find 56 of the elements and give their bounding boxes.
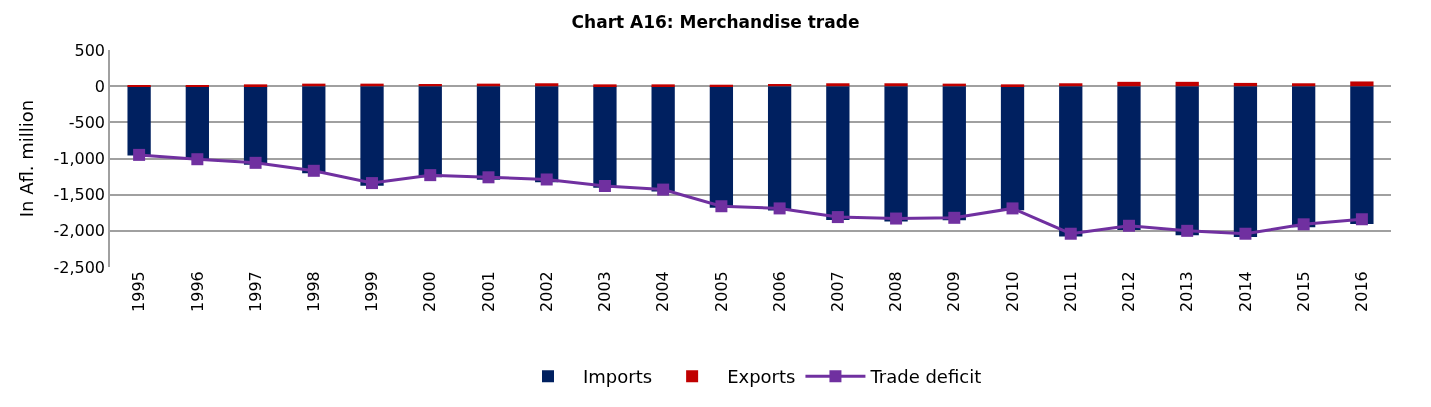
point [598,179,611,192]
x-tick-label: 2007 [828,271,848,312]
x-tick-label: 2011 [1060,271,1080,312]
point [948,211,961,224]
x-tick-label: 2009 [944,271,964,312]
point [1297,218,1310,231]
point [1239,227,1252,240]
x-tick-label: 2012 [1119,271,1139,312]
x-tick-label: 2005 [711,271,731,312]
point [831,211,844,224]
legend-label: Trade deficit [869,366,982,388]
x-tick-label: 1996 [187,271,207,312]
point [482,171,495,184]
x-tick-label: 1998 [304,271,323,312]
x-tick-label: 2006 [769,271,789,312]
point [715,200,728,213]
y-tick-label: -2,000 [53,221,106,241]
y-axis-title: In Afl. million [16,99,38,218]
x-tick-label: 2001 [478,271,498,312]
x-tick-label: 2016 [1352,271,1372,312]
legend-label: Imports [583,366,653,388]
point [1064,227,1077,240]
chart-title: Chart A16: Merchandise trade [571,12,860,33]
point [191,153,204,166]
point [249,156,262,169]
y-tick-label: 500 [74,40,106,60]
x-tick-label: 2015 [1293,271,1313,312]
point [133,148,146,161]
y-tick-label: -1,000 [53,149,106,169]
x-tick-label: 1999 [362,271,382,312]
point [1122,219,1135,232]
x-tick-label: 2003 [595,271,615,312]
point [773,202,786,215]
y-tick-label: -1,500 [53,185,106,205]
point [307,164,320,177]
x-tick-label: 2004 [653,271,673,312]
point [540,173,553,186]
x-tick-label: 2013 [1177,271,1197,312]
x-tick-label: 2014 [1235,271,1255,312]
x-tick-label: 2010 [1002,271,1022,312]
point [1355,213,1368,226]
y-tick-label: -500 [68,112,106,132]
x-tick-label: 2000 [420,271,440,312]
x-tick-label: 1995 [129,271,149,312]
point [1181,224,1194,237]
point [424,169,437,182]
y-tick-label: 0 [94,76,106,96]
legend-label: Exports [727,366,796,388]
x-tick-label: 2002 [536,271,556,312]
x-tick-label: 1997 [245,271,265,312]
point [1006,202,1019,215]
x-tick-label: 2008 [886,271,906,312]
y-tick-label: -2,500 [53,257,106,277]
point [366,177,379,190]
point [657,183,670,196]
point [890,212,903,225]
